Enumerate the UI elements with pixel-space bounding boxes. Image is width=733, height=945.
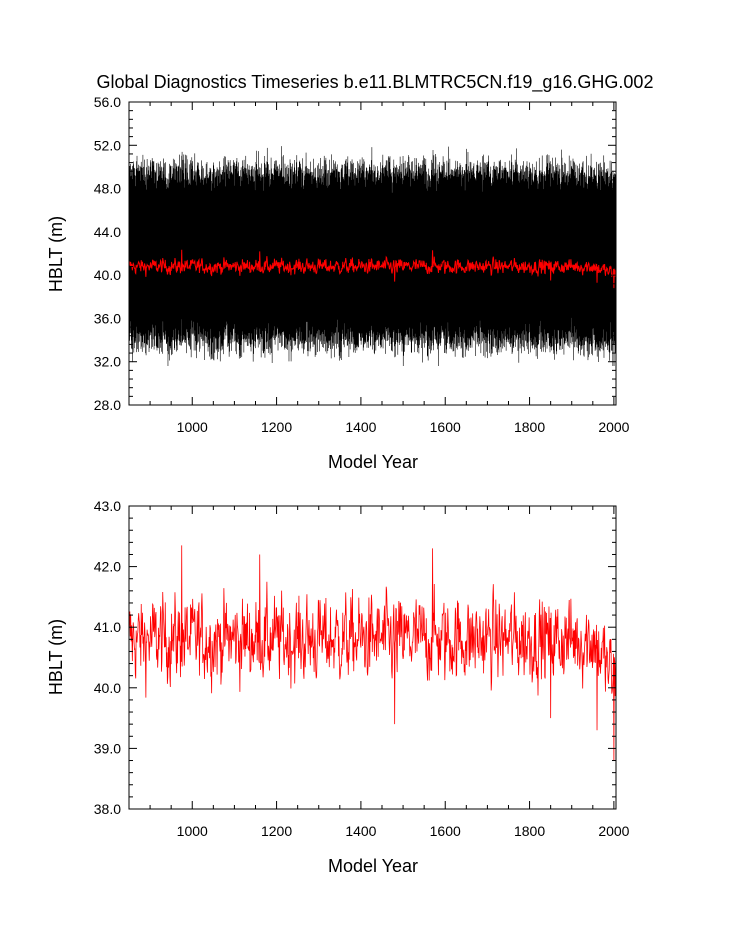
y-tick-label: 48.0 — [94, 181, 121, 197]
y-tick-label: 41.0 — [94, 619, 121, 635]
bottom-y-axis-label: HBLT (m) — [46, 619, 66, 695]
top-plot-frame — [128, 101, 617, 406]
y-tick-label: 56.0 — [94, 94, 121, 110]
y-tick-label: 39.0 — [94, 740, 121, 756]
chart-title: Global Diagnostics Timeseries b.e11.BLMT… — [97, 72, 654, 93]
bottom-red-series — [128, 545, 617, 761]
y-tick-label: 52.0 — [94, 137, 121, 153]
y-tick-label: 36.0 — [94, 310, 121, 326]
y-tick-label: 38.0 — [94, 801, 121, 817]
y-tick-label: 40.0 — [94, 267, 121, 283]
x-tick-label: 2000 — [598, 823, 629, 839]
x-tick-label: 1400 — [345, 419, 376, 435]
top-black-line — [128, 146, 617, 367]
x-tick-label: 1000 — [177, 419, 208, 435]
x-tick-label: 1000 — [177, 823, 208, 839]
y-tick-label: 40.0 — [94, 680, 121, 696]
top-ticks: 1000 1200 1400 1600 1800 2000 28.0 32.0 36.0 40.0… — [94, 94, 630, 435]
top-y-axis-label: HBLT (m) — [46, 216, 66, 292]
x-tick-label: 1800 — [514, 419, 545, 435]
x-tick-label: 1600 — [430, 823, 461, 839]
x-tick-label: 1400 — [345, 823, 376, 839]
y-tick-label: 32.0 — [94, 354, 121, 370]
top-red-line — [128, 249, 617, 289]
bottom-red-line — [128, 545, 617, 761]
x-tick-label: 1600 — [430, 419, 461, 435]
x-tick-label: 2000 — [598, 419, 629, 435]
x-tick-label: 1200 — [261, 419, 292, 435]
x-tick-label: 1800 — [514, 823, 545, 839]
y-tick-label: 28.0 — [94, 397, 121, 413]
top-x-axis-label: Model Year — [328, 452, 418, 472]
bottom-ticks: 1000 1200 1400 1600 1800 2000 38.0 39.0 40.0 41.0… — [94, 498, 630, 839]
y-tick-label: 42.0 — [94, 559, 121, 575]
y-tick-label: 44.0 — [94, 224, 121, 240]
x-tick-label: 1200 — [261, 823, 292, 839]
top-black-series — [128, 146, 617, 367]
bottom-panel: 1000 1200 1400 1600 1800 2000 38.0 39.0 40.0 41.0… — [46, 498, 630, 876]
bottom-plot-frame — [128, 505, 617, 810]
bottom-x-axis-label: Model Year — [328, 856, 418, 876]
top-panel: 1000 1200 1400 1600 1800 2000 28.0 32.0 36.0 40.0… — [46, 94, 630, 472]
y-tick-label: 43.0 — [94, 498, 121, 514]
top-red-series — [128, 249, 617, 289]
